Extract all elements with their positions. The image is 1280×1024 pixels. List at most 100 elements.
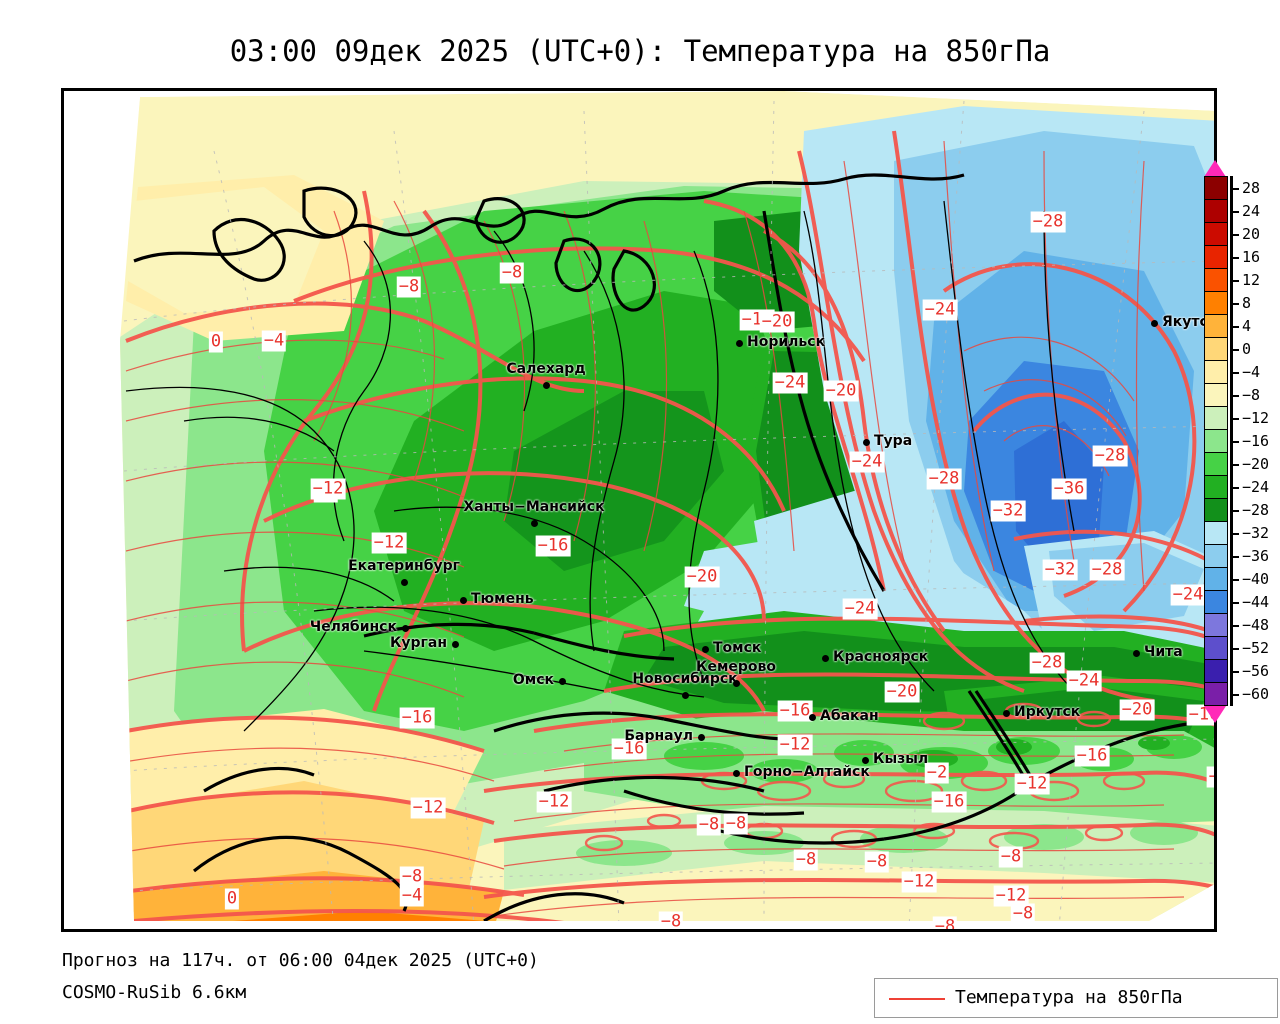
- city-dot-icon: [698, 734, 705, 741]
- city-label: Красноярск: [833, 649, 929, 665]
- colorbar-cell: [1204, 315, 1228, 338]
- colorbar-tick-label: −24: [1242, 477, 1270, 496]
- contour-value-label: −12: [410, 797, 446, 819]
- legend-box: Температура на 850гПа: [874, 978, 1278, 1018]
- colorbar-cell: [1204, 430, 1228, 453]
- colorbar-tick-label: −48: [1242, 615, 1270, 634]
- colorbar-cell: [1204, 499, 1228, 522]
- contour-value-label: −8: [723, 813, 749, 835]
- colorbar-tick-label: −32: [1242, 523, 1270, 542]
- city-dot-icon: [682, 692, 689, 699]
- colorbar-cell: [1204, 246, 1228, 269]
- contour-value-label: −16: [1074, 745, 1110, 767]
- colorbar-tick: [1230, 647, 1239, 650]
- city-dot-icon: [1133, 650, 1140, 657]
- colorbar-cell: [1204, 522, 1228, 545]
- city-label: Барнаул: [624, 728, 693, 744]
- city-label: Горно−Алтайск: [744, 764, 870, 780]
- city-label: Кемерово: [696, 659, 776, 675]
- map-frame: −8−8−40−8−12−12−16−16−20−24−20−24−24−28−…: [61, 88, 1217, 932]
- contour-value-label: −8: [864, 851, 890, 873]
- colorbar-tick: [1230, 325, 1239, 328]
- contour-value-label: −28: [926, 468, 962, 490]
- page-title: 03:00 09дек 2025 (UTC+0): Температура на…: [229, 34, 1051, 68]
- contour-value-label: −8: [1216, 819, 1217, 840]
- contour-value-label: −4: [399, 885, 425, 907]
- city-dot-icon: [862, 757, 869, 764]
- colorbar-tick: [1230, 417, 1239, 420]
- colorbar-over-arrow: [1204, 160, 1226, 177]
- city-dot-icon: [543, 382, 550, 389]
- colorbar-cell: [1204, 384, 1228, 407]
- colorbar-tick-label: −56: [1242, 661, 1270, 680]
- colorbar-tick-label: 20: [1242, 224, 1261, 243]
- city-dot-icon: [531, 520, 538, 527]
- colorbar-tick-label: −52: [1242, 638, 1270, 657]
- colorbar-tick-label: −12: [1242, 408, 1270, 427]
- city-dot-icon: [733, 680, 740, 687]
- colorbar-tick-label: 24: [1242, 201, 1261, 220]
- contour-value-label: −12: [993, 885, 1029, 907]
- colorbar-cell: [1204, 200, 1228, 223]
- city-label: Кызыл: [873, 751, 929, 767]
- city-label: Екатеринбург: [348, 558, 460, 574]
- colorbar-tick-label: −8: [1242, 385, 1261, 404]
- contour-value-label: −12: [777, 734, 813, 756]
- colorbar-cell: [1204, 223, 1228, 246]
- contour-value-label: −12: [1206, 766, 1214, 788]
- city-dot-icon: [702, 646, 709, 653]
- city-label: Челябинск: [309, 619, 397, 635]
- colorbar-tick: [1230, 440, 1239, 443]
- colorbar-tick-label: −16: [1242, 431, 1270, 450]
- colorbar-tick-label: 28: [1242, 178, 1261, 197]
- colorbar-cell: [1204, 453, 1228, 476]
- colorbar-cell: [1204, 338, 1228, 361]
- colorbar-cell: [1204, 361, 1228, 384]
- contour-value-label: −8: [998, 846, 1024, 868]
- city-label: Томск: [713, 640, 762, 656]
- city-label: Ханты−Мансийск: [463, 499, 605, 515]
- contour-value-label: −8: [932, 916, 958, 929]
- contour-value-label: −2: [924, 762, 950, 784]
- contour-value-label: −8: [658, 911, 684, 932]
- contour-value-label: −20: [1119, 699, 1155, 721]
- colorbar-cell: [1204, 269, 1228, 292]
- city-label: Тура: [874, 433, 913, 449]
- contour-value-label: −36: [1051, 478, 1087, 500]
- colorbar-tick: [1230, 371, 1239, 374]
- city-dot-icon: [809, 714, 816, 721]
- city-label: Салехард: [506, 361, 586, 377]
- colorbar-cell: [1204, 545, 1228, 568]
- city-dot-icon: [1151, 320, 1158, 327]
- contour-value-label: −28: [1030, 211, 1066, 233]
- colorbar-tick-label: 16: [1242, 247, 1261, 266]
- colorbar-tick-label: −20: [1242, 454, 1270, 473]
- city-dot-icon: [736, 340, 743, 347]
- contour-value-label: −12: [1014, 773, 1050, 795]
- colorbar-tick: [1230, 555, 1239, 558]
- city-label: Норильск: [747, 334, 826, 350]
- colorbar-tick: [1230, 394, 1239, 397]
- colorbar-tick: [1230, 279, 1239, 282]
- contour-value-label: −8: [696, 814, 722, 836]
- city-label: Чита: [1144, 644, 1183, 660]
- contour-value-label: −8: [399, 866, 425, 888]
- contour-value-label: −28: [1029, 652, 1065, 674]
- contour-value-label: −24: [842, 598, 878, 620]
- city-dot-icon: [401, 579, 408, 586]
- contour-value-label: −12: [310, 478, 346, 500]
- colorbar: 28 24 20 16 12 8 4 0 −4 −8 −12 −16 −20 −24 −28 −32 −36 −4…: [1204, 160, 1278, 723]
- colorbar-cell: [1204, 292, 1228, 315]
- city-label: Омск: [512, 672, 554, 688]
- city-dot-icon: [402, 625, 409, 632]
- colorbar-tick: [1230, 233, 1239, 236]
- colorbar-cell: [1204, 407, 1228, 430]
- colorbar-tick-label: −36: [1242, 546, 1270, 565]
- colorbar-tick: [1230, 693, 1239, 696]
- colorbar-tick: [1230, 670, 1239, 673]
- legend-line-sample: [889, 998, 945, 1000]
- temperature-map: [64, 91, 1214, 929]
- colorbar-cell: [1204, 683, 1228, 706]
- contour-value-label: −8: [1010, 903, 1036, 925]
